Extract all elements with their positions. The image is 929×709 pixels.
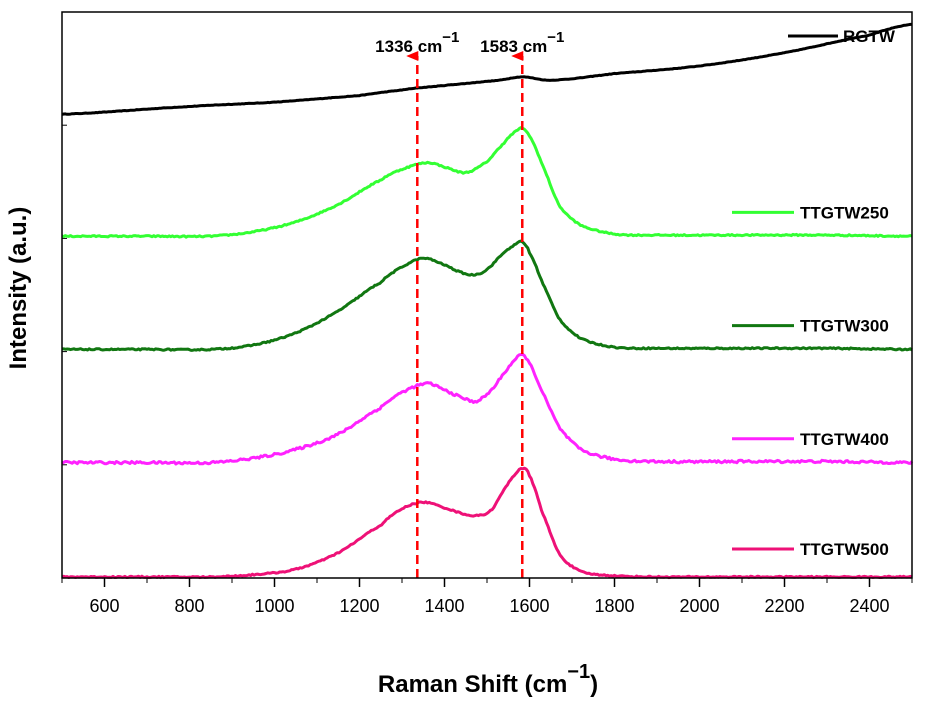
peak-label-exp: −1 bbox=[547, 29, 564, 46]
peak-label-value: 1336 cm bbox=[375, 37, 442, 56]
x-tick-label: 1800 bbox=[594, 596, 634, 616]
x-axis: 600 800 1000 1200 1400 1600 1800 2000 2200 2400 bbox=[61, 578, 913, 616]
legend-entry-rgtw: RGTW bbox=[788, 27, 896, 46]
x-tick-label: 1200 bbox=[339, 596, 379, 616]
plot-background bbox=[62, 12, 912, 578]
x-axis-title-unit-exp: −1 bbox=[567, 661, 590, 683]
series-line-ttgtw250 bbox=[61, 126, 913, 239]
x-axis-title-unit: cm bbox=[533, 671, 568, 698]
x-axis-title: Raman Shift (cm−1) bbox=[378, 661, 598, 698]
x-axis-title-paren-close: ) bbox=[590, 671, 598, 698]
peak-label: 1336 cm−1 bbox=[375, 29, 459, 56]
x-tick-label: 2400 bbox=[849, 596, 889, 616]
peak-label: 1583 cm−1 bbox=[480, 29, 564, 56]
x-tick-label: 600 bbox=[89, 596, 119, 616]
x-tick-label: 2000 bbox=[679, 596, 719, 616]
legend-label: TTGTW250 bbox=[800, 203, 889, 222]
peak-markers: 1336 cm−1 1583 cm−1 bbox=[375, 29, 564, 578]
legend-label: RGTW bbox=[843, 27, 896, 46]
x-axis-title-paren-open: ( bbox=[518, 671, 533, 698]
legend-entry-ttgtw250: TTGTW250 bbox=[732, 203, 889, 222]
series-line-ttgtw300 bbox=[62, 239, 913, 352]
peak-label-exp: −1 bbox=[442, 29, 459, 46]
legend-entry-ttgtw400: TTGTW400 bbox=[732, 430, 889, 449]
series-line-ttgtw500 bbox=[61, 466, 913, 580]
x-tick-label: 1400 bbox=[424, 596, 464, 616]
peak-label-value: 1583 cm bbox=[480, 37, 547, 56]
x-tick-label: 800 bbox=[174, 596, 204, 616]
series-line-rgtw bbox=[61, 22, 912, 116]
x-tick-label: 1000 bbox=[254, 596, 294, 616]
series-group bbox=[61, 22, 914, 580]
legend-entry-ttgtw500: TTGTW500 bbox=[732, 540, 889, 559]
series-line-ttgtw400 bbox=[61, 352, 914, 466]
legend-label: TTGTW500 bbox=[800, 540, 889, 559]
legend-label: TTGTW400 bbox=[800, 430, 889, 449]
legend-label: TTGTW300 bbox=[800, 317, 889, 336]
x-axis-title-text: Raman Shift bbox=[378, 671, 518, 698]
x-tick-label: 1600 bbox=[509, 596, 549, 616]
legend: RGTW TTGTW250 TTGTW300 TTGTW400 TTGTW500 bbox=[732, 27, 896, 559]
x-tick-label: 2200 bbox=[764, 596, 804, 616]
peak-marker-1583: 1583 cm−1 bbox=[480, 29, 564, 578]
peak-marker-1336: 1336 cm−1 bbox=[375, 29, 459, 578]
y-axis-title: Intensity (a.u.) bbox=[5, 207, 32, 370]
legend-entry-ttgtw300: TTGTW300 bbox=[732, 317, 889, 336]
panel-dividers bbox=[62, 124, 67, 466]
